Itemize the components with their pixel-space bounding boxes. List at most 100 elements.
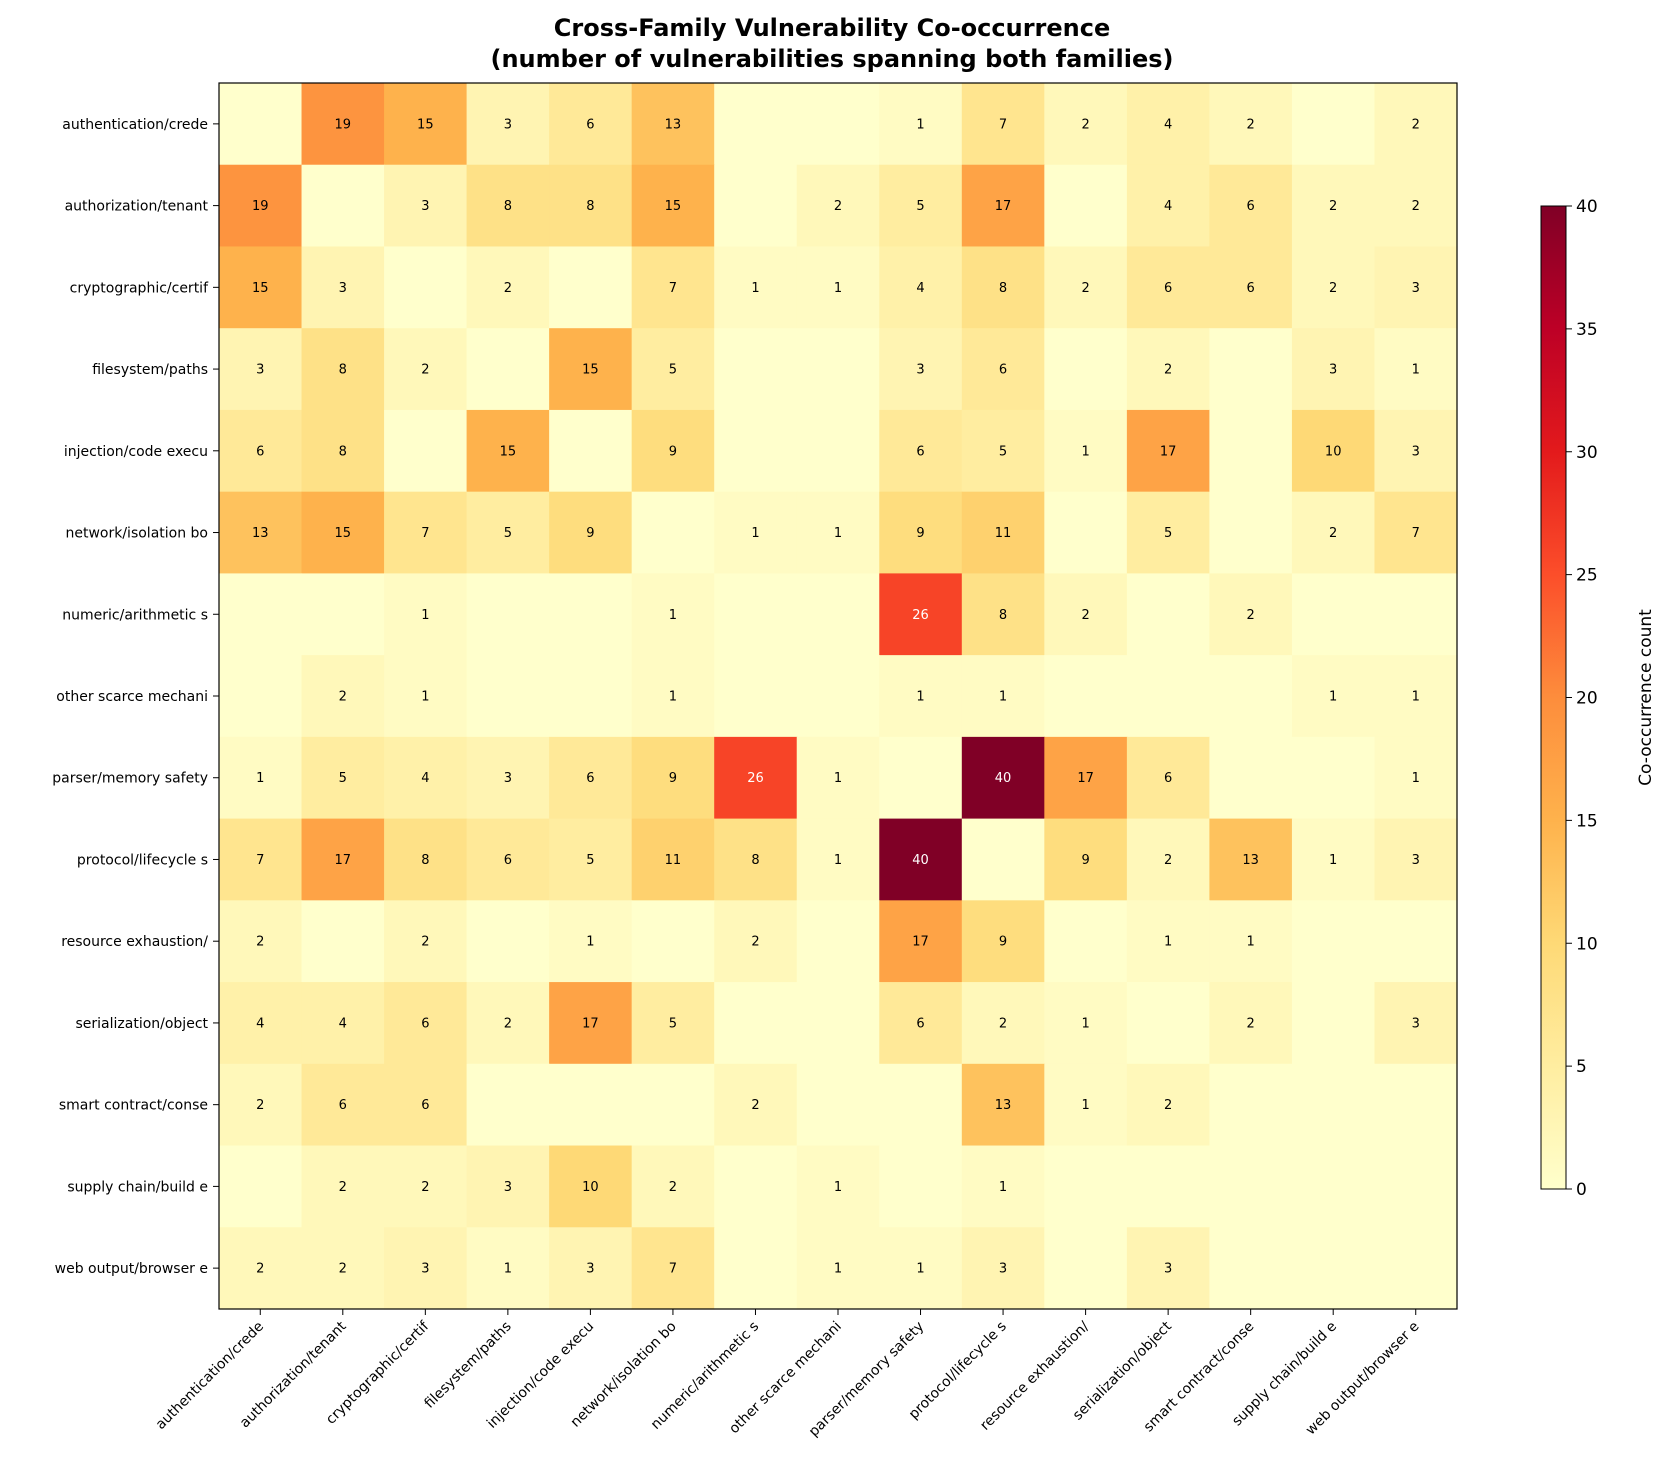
cell-value-label: 10 (582, 1180, 599, 1195)
heatmap-cell (1044, 573, 1128, 656)
y-tick-label: other scarce mechani (56, 689, 208, 705)
heatmap-cell (466, 818, 550, 901)
cell-value-label: 2 (1164, 853, 1172, 868)
heatmap-cell (714, 818, 798, 901)
heatmap-cell (384, 1145, 468, 1228)
cell-value-label: 1 (421, 690, 429, 705)
heatmap-cell (1126, 328, 1210, 411)
heatmap-cell (879, 164, 963, 248)
heatmap-cell (549, 491, 633, 574)
heatmap-cell (1374, 328, 1458, 411)
heatmap-cell (879, 982, 963, 1065)
heatmap-cell (384, 83, 468, 166)
y-tick-label: web output/browser e (55, 1261, 208, 1277)
cell-value-label: 2 (751, 935, 759, 950)
heatmap-cell (1374, 655, 1458, 738)
heatmap-cell (631, 83, 715, 166)
heatmap-cell (1126, 900, 1210, 983)
heatmap-cell (631, 491, 715, 574)
cell-value-label: 1 (834, 1262, 842, 1277)
cell-value-label: 9 (916, 526, 924, 541)
cell-value-label: 2 (1329, 281, 1337, 296)
cell-value-label: 2 (1247, 608, 1255, 623)
cell-value-label: 26 (747, 771, 764, 786)
heatmap-cell (879, 83, 963, 166)
cell-value-label: 40 (995, 771, 1012, 786)
heatmap-cell (1374, 409, 1458, 493)
y-axis: authentication/crede authorization/tenant… (52, 117, 219, 1277)
heatmap-cell (1291, 1063, 1376, 1147)
cell-value-label: 6 (256, 444, 264, 459)
heatmap-cell (384, 982, 468, 1065)
heatmap-cell (1044, 655, 1128, 738)
cell-value-label: 6 (1247, 281, 1255, 296)
cell-value-label: 7 (669, 1262, 677, 1277)
heatmap-cell (549, 83, 633, 166)
cell-value-label: 2 (256, 1262, 264, 1277)
heatmap-cell (219, 736, 303, 820)
cell-value-label: 1 (999, 1180, 1007, 1195)
cell-value-label: 3 (421, 1262, 429, 1277)
cell-value-label: 5 (586, 853, 594, 868)
heatmap-cell (714, 328, 798, 411)
cell-value-label: 4 (339, 1016, 347, 1031)
heatmap-cell (301, 246, 385, 329)
cell-value-label: 7 (669, 281, 677, 296)
heatmap-cell-labels: 19 15 3 6 13 1 7 2 4 2 219 3 8 8 15 2 5 17 4 6 2 215 3 2 7 1 1 4 8 2 6… (252, 117, 1420, 1276)
heatmap-cell (1126, 246, 1210, 329)
heatmap-cell (631, 246, 715, 329)
heatmap-cell (466, 1145, 550, 1228)
heatmap-cell (1126, 655, 1210, 738)
heatmap-cell (1209, 328, 1293, 411)
cell-value-label: 1 (1412, 690, 1420, 705)
heatmap-cell (301, 1063, 385, 1147)
cell-value-label: 3 (1412, 853, 1420, 868)
heatmap-cell (879, 1227, 963, 1310)
heatmap-cell (549, 409, 633, 493)
heatmap-cell (466, 409, 550, 493)
heatmap-cell (219, 818, 303, 901)
cell-value-label: 7 (1412, 526, 1420, 541)
heatmap-cell (714, 164, 798, 248)
cell-value-label: 8 (999, 281, 1007, 296)
heatmap-cell (961, 1063, 1045, 1147)
y-tick-label: authentication/crede (62, 117, 208, 133)
heatmap-cell (219, 246, 303, 329)
heatmap-cell (1044, 1227, 1128, 1310)
heatmap-cell (219, 409, 303, 493)
heatmap-cell (796, 736, 880, 820)
y-tick-label: smart contract/conse (59, 1098, 208, 1114)
heatmap-cell (1126, 1145, 1210, 1228)
cell-value-label: 1 (916, 1262, 924, 1277)
cell-value-label: 1 (1247, 935, 1255, 950)
heatmap-cell (879, 1145, 963, 1228)
cell-value-label: 8 (339, 363, 347, 378)
cell-value-label: 2 (669, 1180, 677, 1195)
cell-value-label: 3 (1412, 1016, 1420, 1031)
heatmap-cell (631, 1145, 715, 1228)
heatmap-cell (796, 246, 880, 329)
heatmap-cell (714, 491, 798, 574)
cell-value-label: 2 (834, 199, 842, 214)
heatmap-cell (1209, 1145, 1293, 1228)
cell-value-label: 4 (916, 281, 924, 296)
heatmap-cell (466, 328, 550, 411)
heatmap-cell (384, 1063, 468, 1147)
heatmap-cell (301, 818, 385, 901)
heatmap-cell (1044, 83, 1128, 166)
heatmap-cell (301, 164, 385, 248)
cell-value-label: 17 (912, 935, 929, 950)
cell-value-label: 1 (256, 771, 264, 786)
cell-value-label: 17 (582, 1016, 599, 1031)
heatmap-cell (466, 164, 550, 248)
heatmap-cell (714, 83, 798, 166)
heatmap-cell (1291, 900, 1376, 983)
heatmap-cell (1374, 1145, 1458, 1228)
heatmap-cell (549, 246, 633, 329)
heatmap-cell (796, 409, 880, 493)
y-tick-label: filesystem/paths (92, 362, 208, 378)
heatmap-cell (549, 900, 633, 983)
cell-value-label: 40 (912, 853, 929, 868)
cell-value-label: 17 (1160, 444, 1177, 459)
y-tick-label: parser/memory safety (52, 771, 208, 787)
